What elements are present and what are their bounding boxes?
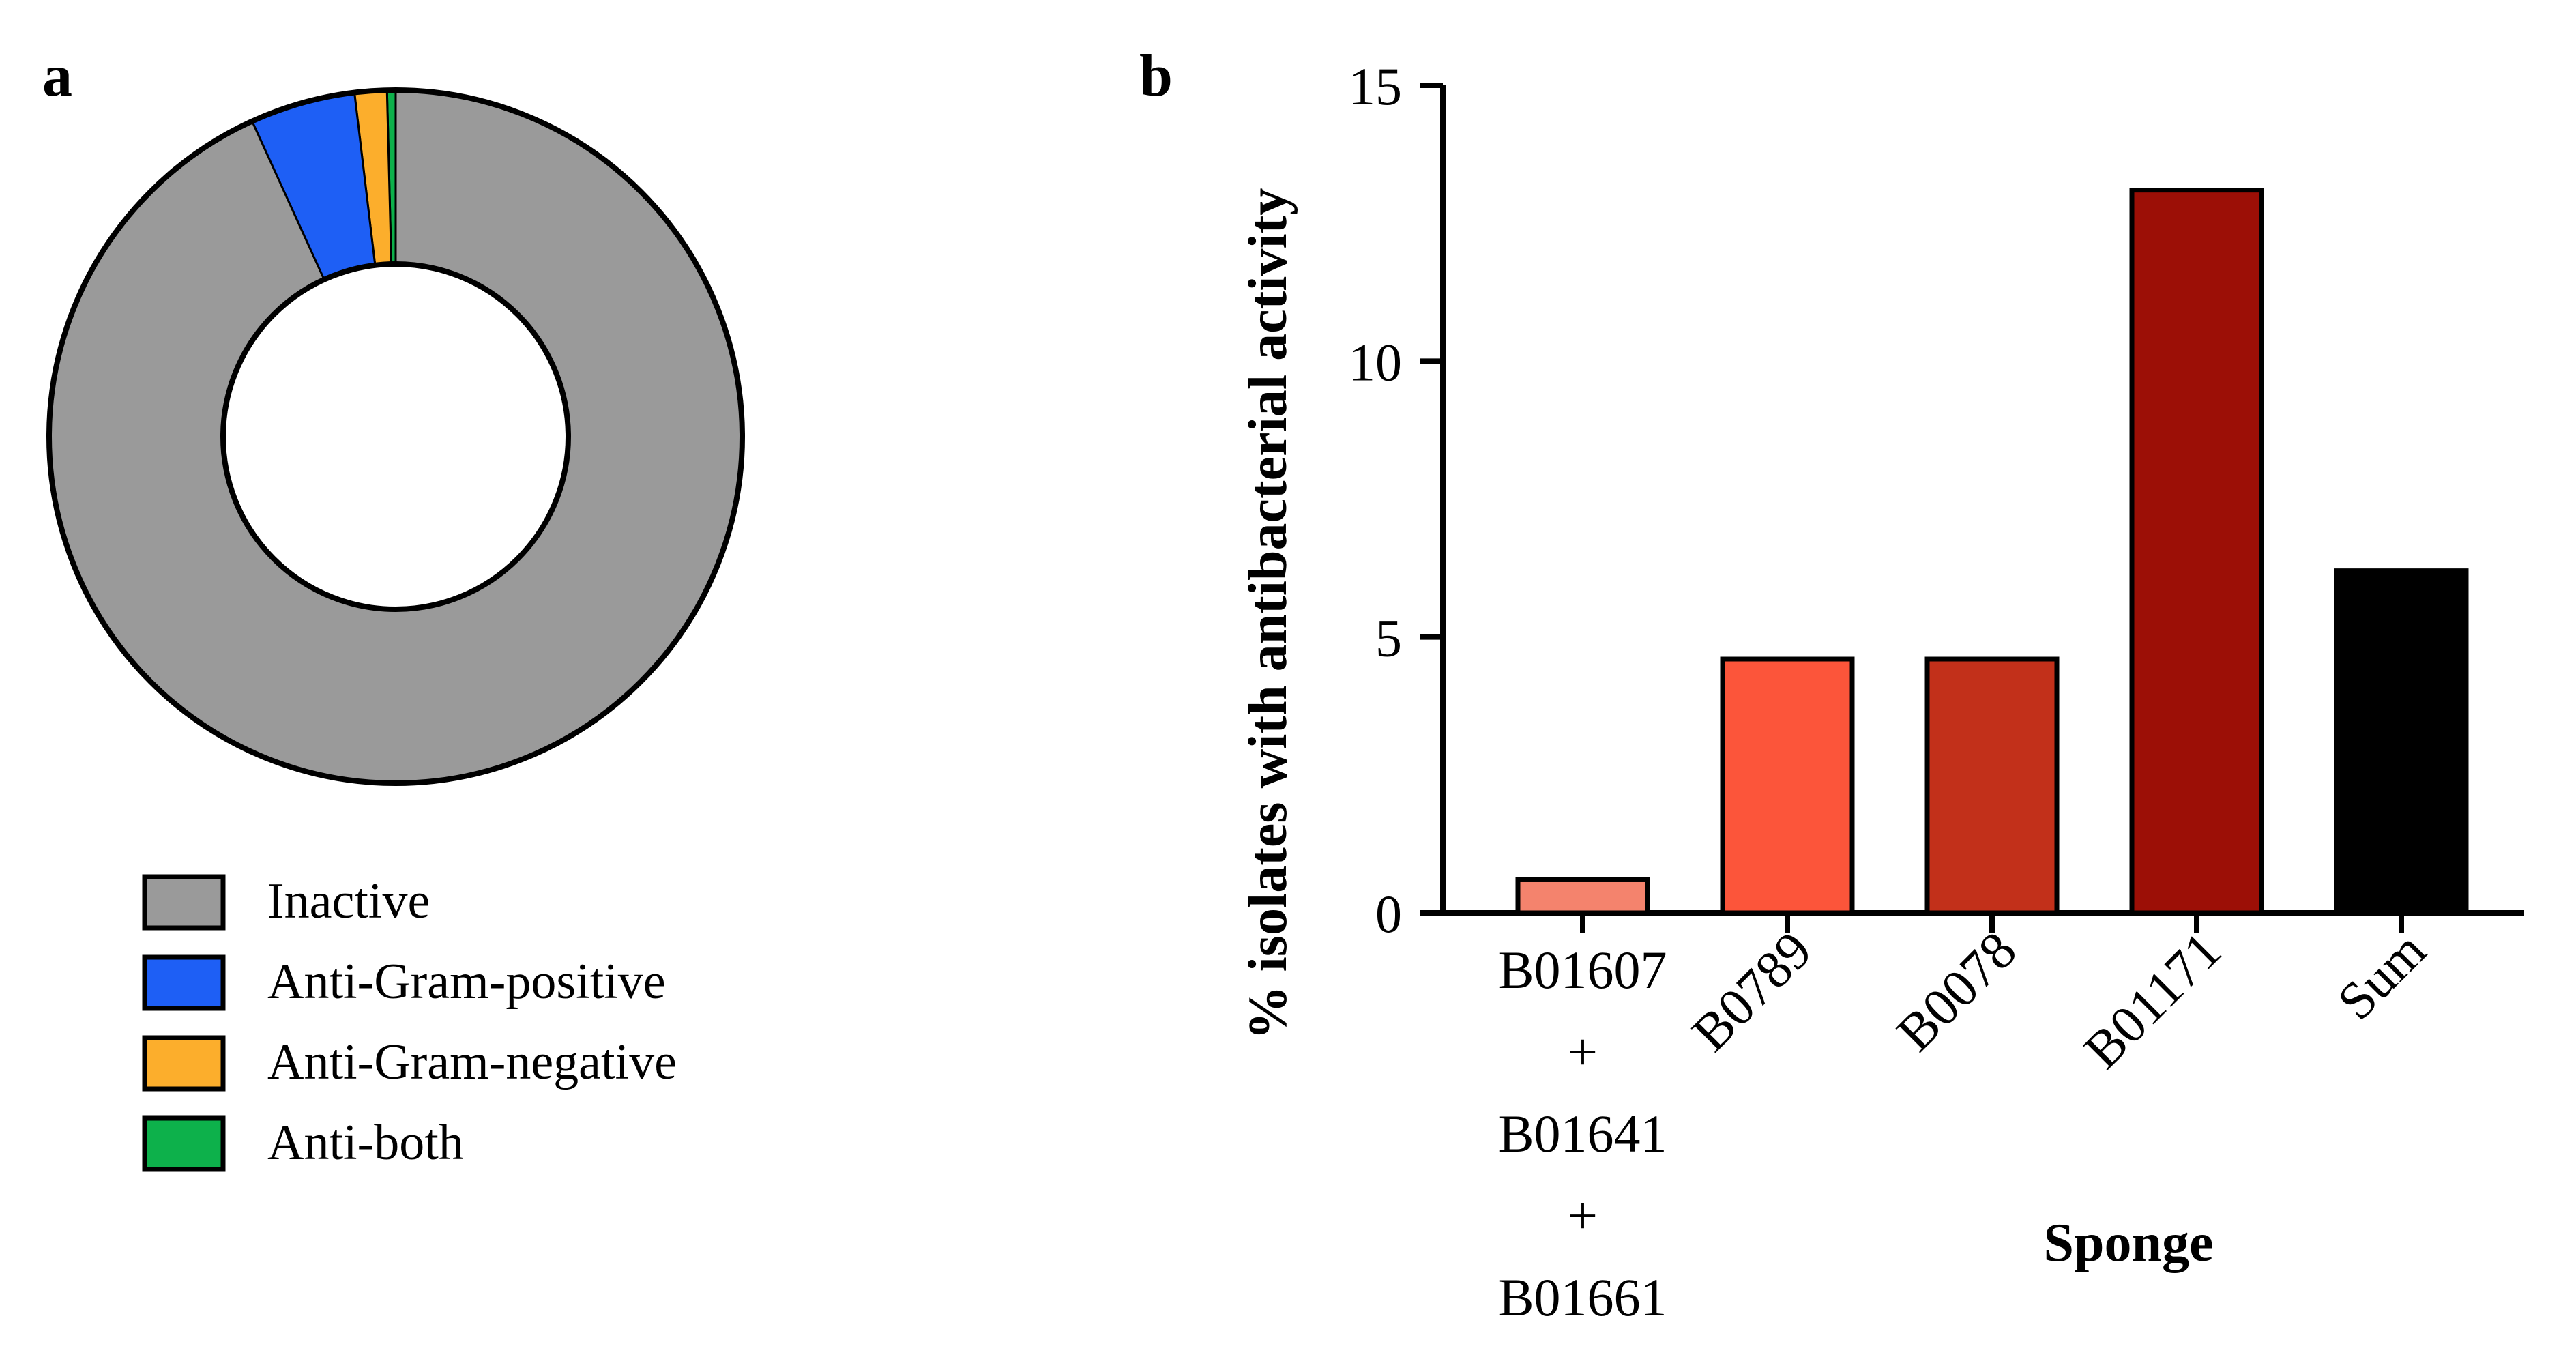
donut-outer-ring [46,87,745,786]
bar-b01607-b01641-b01661 [1515,877,1650,916]
x-category-label-line: + [1568,1186,1598,1245]
bar-sum [2334,568,2469,916]
x-category-label: B01171 [2073,920,2232,1080]
x-category-label-line: B01641 [1498,1104,1667,1163]
x-category-label: B0789 [1680,920,1823,1063]
panel-a: a Inactive Anti-Gram-positive Anti-Gram-ne… [42,43,745,1172]
bar-b0078 [1924,656,2060,916]
x-category-label-line: + [1568,1022,1598,1081]
bar-category-labels: B01607 + B01641 + B01661 B0789 B0078 B01171 Sum [1498,920,2437,1327]
x-category-label-line: B01607 [1498,940,1667,999]
legend-label: Anti-Gram-negative [267,1034,677,1090]
y-tick-label: 15 [1349,57,1402,116]
y-tick-label: 0 [1375,884,1402,944]
donut-legend: Inactive Anti-Gram-positive Anti-Gram-nega… [142,873,677,1172]
legend-swatch [142,954,226,1011]
x-category-label-line: B01661 [1498,1268,1667,1327]
legend-swatch [142,1035,226,1092]
donut-chart [46,87,745,786]
panel-b-letter: b [1139,43,1173,109]
x-axis-title: Sponge [2044,1213,2214,1273]
y-axis-title: % isolates with antibacterial activity [1238,188,1298,1040]
y-tick-label: 5 [1375,609,1402,668]
panel-b: b % isolates with antibacterial activity… [1139,43,2524,1327]
bar-b0789 [1720,656,1855,916]
bar-b01171 [2129,188,2264,916]
y-tick-label: 10 [1349,332,1402,392]
bar-series [1515,188,2469,916]
donut-hole [220,261,571,612]
legend-swatch [142,874,226,931]
legend-label: Inactive [267,873,430,929]
legend-label: Anti-both [267,1115,464,1171]
x-category-label: B0078 [1885,920,2028,1063]
legend-label: Anti-Gram-positive [267,954,666,1010]
x-category-label: Sum [2326,920,2437,1032]
legend-swatch [142,1115,226,1172]
panel-a-letter: a [42,43,72,109]
